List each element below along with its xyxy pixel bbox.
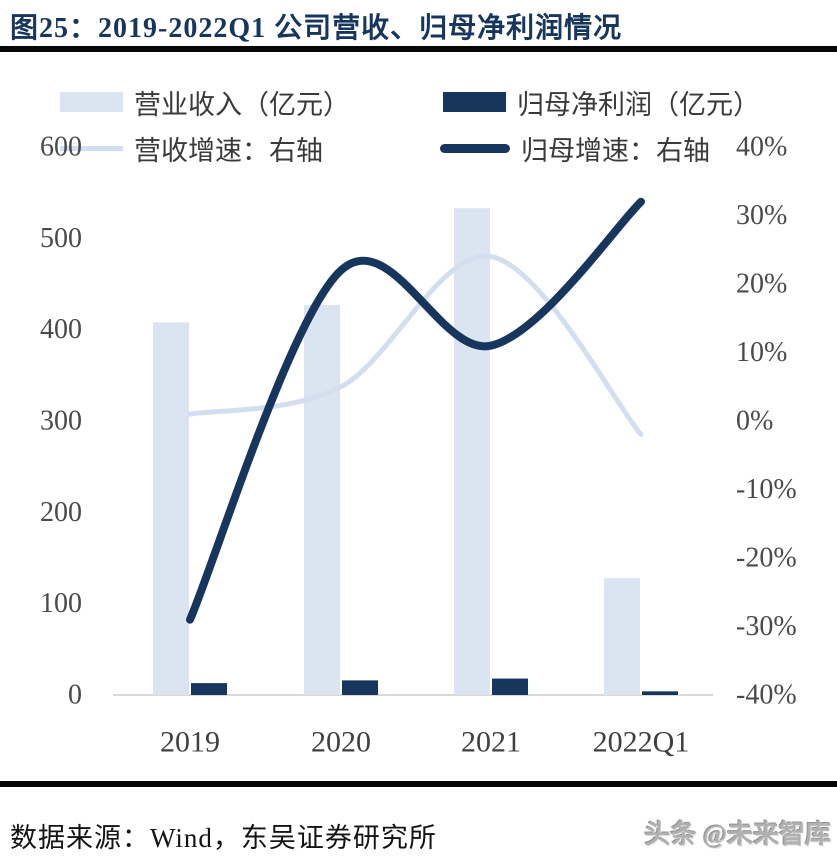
revenue-bar	[153, 322, 189, 695]
legend-swatch-revenue-growth-line	[60, 145, 123, 151]
left-axis-tick: 400	[40, 314, 82, 345]
legend-label-revenue: 营业收入（亿元）	[134, 89, 350, 120]
legend-swatch-profit-growth-line	[440, 143, 510, 153]
legend-label-net-profit: 归母净利润（亿元）	[517, 89, 760, 120]
right-axis-tick: 10%	[736, 337, 787, 368]
right-axis-tick: -20%	[736, 543, 797, 574]
profit-growth-line	[186, 197, 645, 624]
left-axis-tick: 200	[40, 497, 82, 528]
right-axis-tick: -40%	[736, 680, 797, 711]
left-axis-tick: 100	[40, 588, 82, 619]
left-axis-tick: 600	[40, 132, 82, 163]
right-axis-tick: 40%	[736, 132, 787, 163]
revenue-bar	[604, 578, 640, 695]
combo-chart: 600 500 400 300 200 100 0 40% 30% 20% 10% 0% -10% -20…	[40, 132, 797, 759]
revenue-bar	[454, 208, 490, 695]
legend-item-revenue: 营业收入（亿元）	[60, 88, 350, 120]
net-profit-bar	[342, 680, 378, 695]
right-axis-tick: -30%	[736, 611, 797, 642]
left-axis-tick: 300	[40, 406, 82, 437]
net-profit-bar	[492, 678, 528, 695]
footer-divider	[0, 781, 837, 787]
x-axis-label: 2021	[461, 726, 521, 759]
data-source-text: 数据来源：Wind，东吴证券研究所	[10, 823, 437, 853]
legend-item-revenue-growth: 营收增速：右轴	[60, 134, 323, 166]
x-axis-label: 2019	[160, 726, 220, 759]
right-axis-tick: 30%	[736, 200, 787, 231]
legend-label-profit-growth: 归母增速：右轴	[521, 135, 710, 166]
x-axis-label: 2022Q1	[593, 726, 690, 759]
right-axis-tick: 20%	[736, 269, 787, 300]
left-axis-tick: 0	[68, 680, 82, 711]
left-axis-tick: 500	[40, 223, 82, 254]
legend-swatch-net-profit-bar	[443, 92, 506, 112]
legend-item-net-profit: 归母净利润（亿元）	[443, 88, 760, 120]
net-profit-bar	[191, 683, 227, 695]
revenue-bar	[304, 305, 340, 695]
legend-item-profit-growth: 归母增速：右轴	[440, 134, 710, 166]
title-divider	[0, 46, 837, 52]
right-axis-tick: 0%	[736, 406, 773, 437]
x-axis-label: 2020	[311, 726, 371, 759]
right-axis-tick: -10%	[736, 474, 797, 505]
net-profit-bar	[642, 691, 678, 695]
legend-swatch-revenue-bar	[60, 92, 123, 112]
legend-label-revenue-growth: 营收增速：右轴	[134, 135, 323, 166]
figure-title: 图25：2019-2022Q1 公司营收、归母净利润情况	[10, 13, 623, 44]
watermark-text: 头条 @未来智库	[644, 820, 831, 849]
